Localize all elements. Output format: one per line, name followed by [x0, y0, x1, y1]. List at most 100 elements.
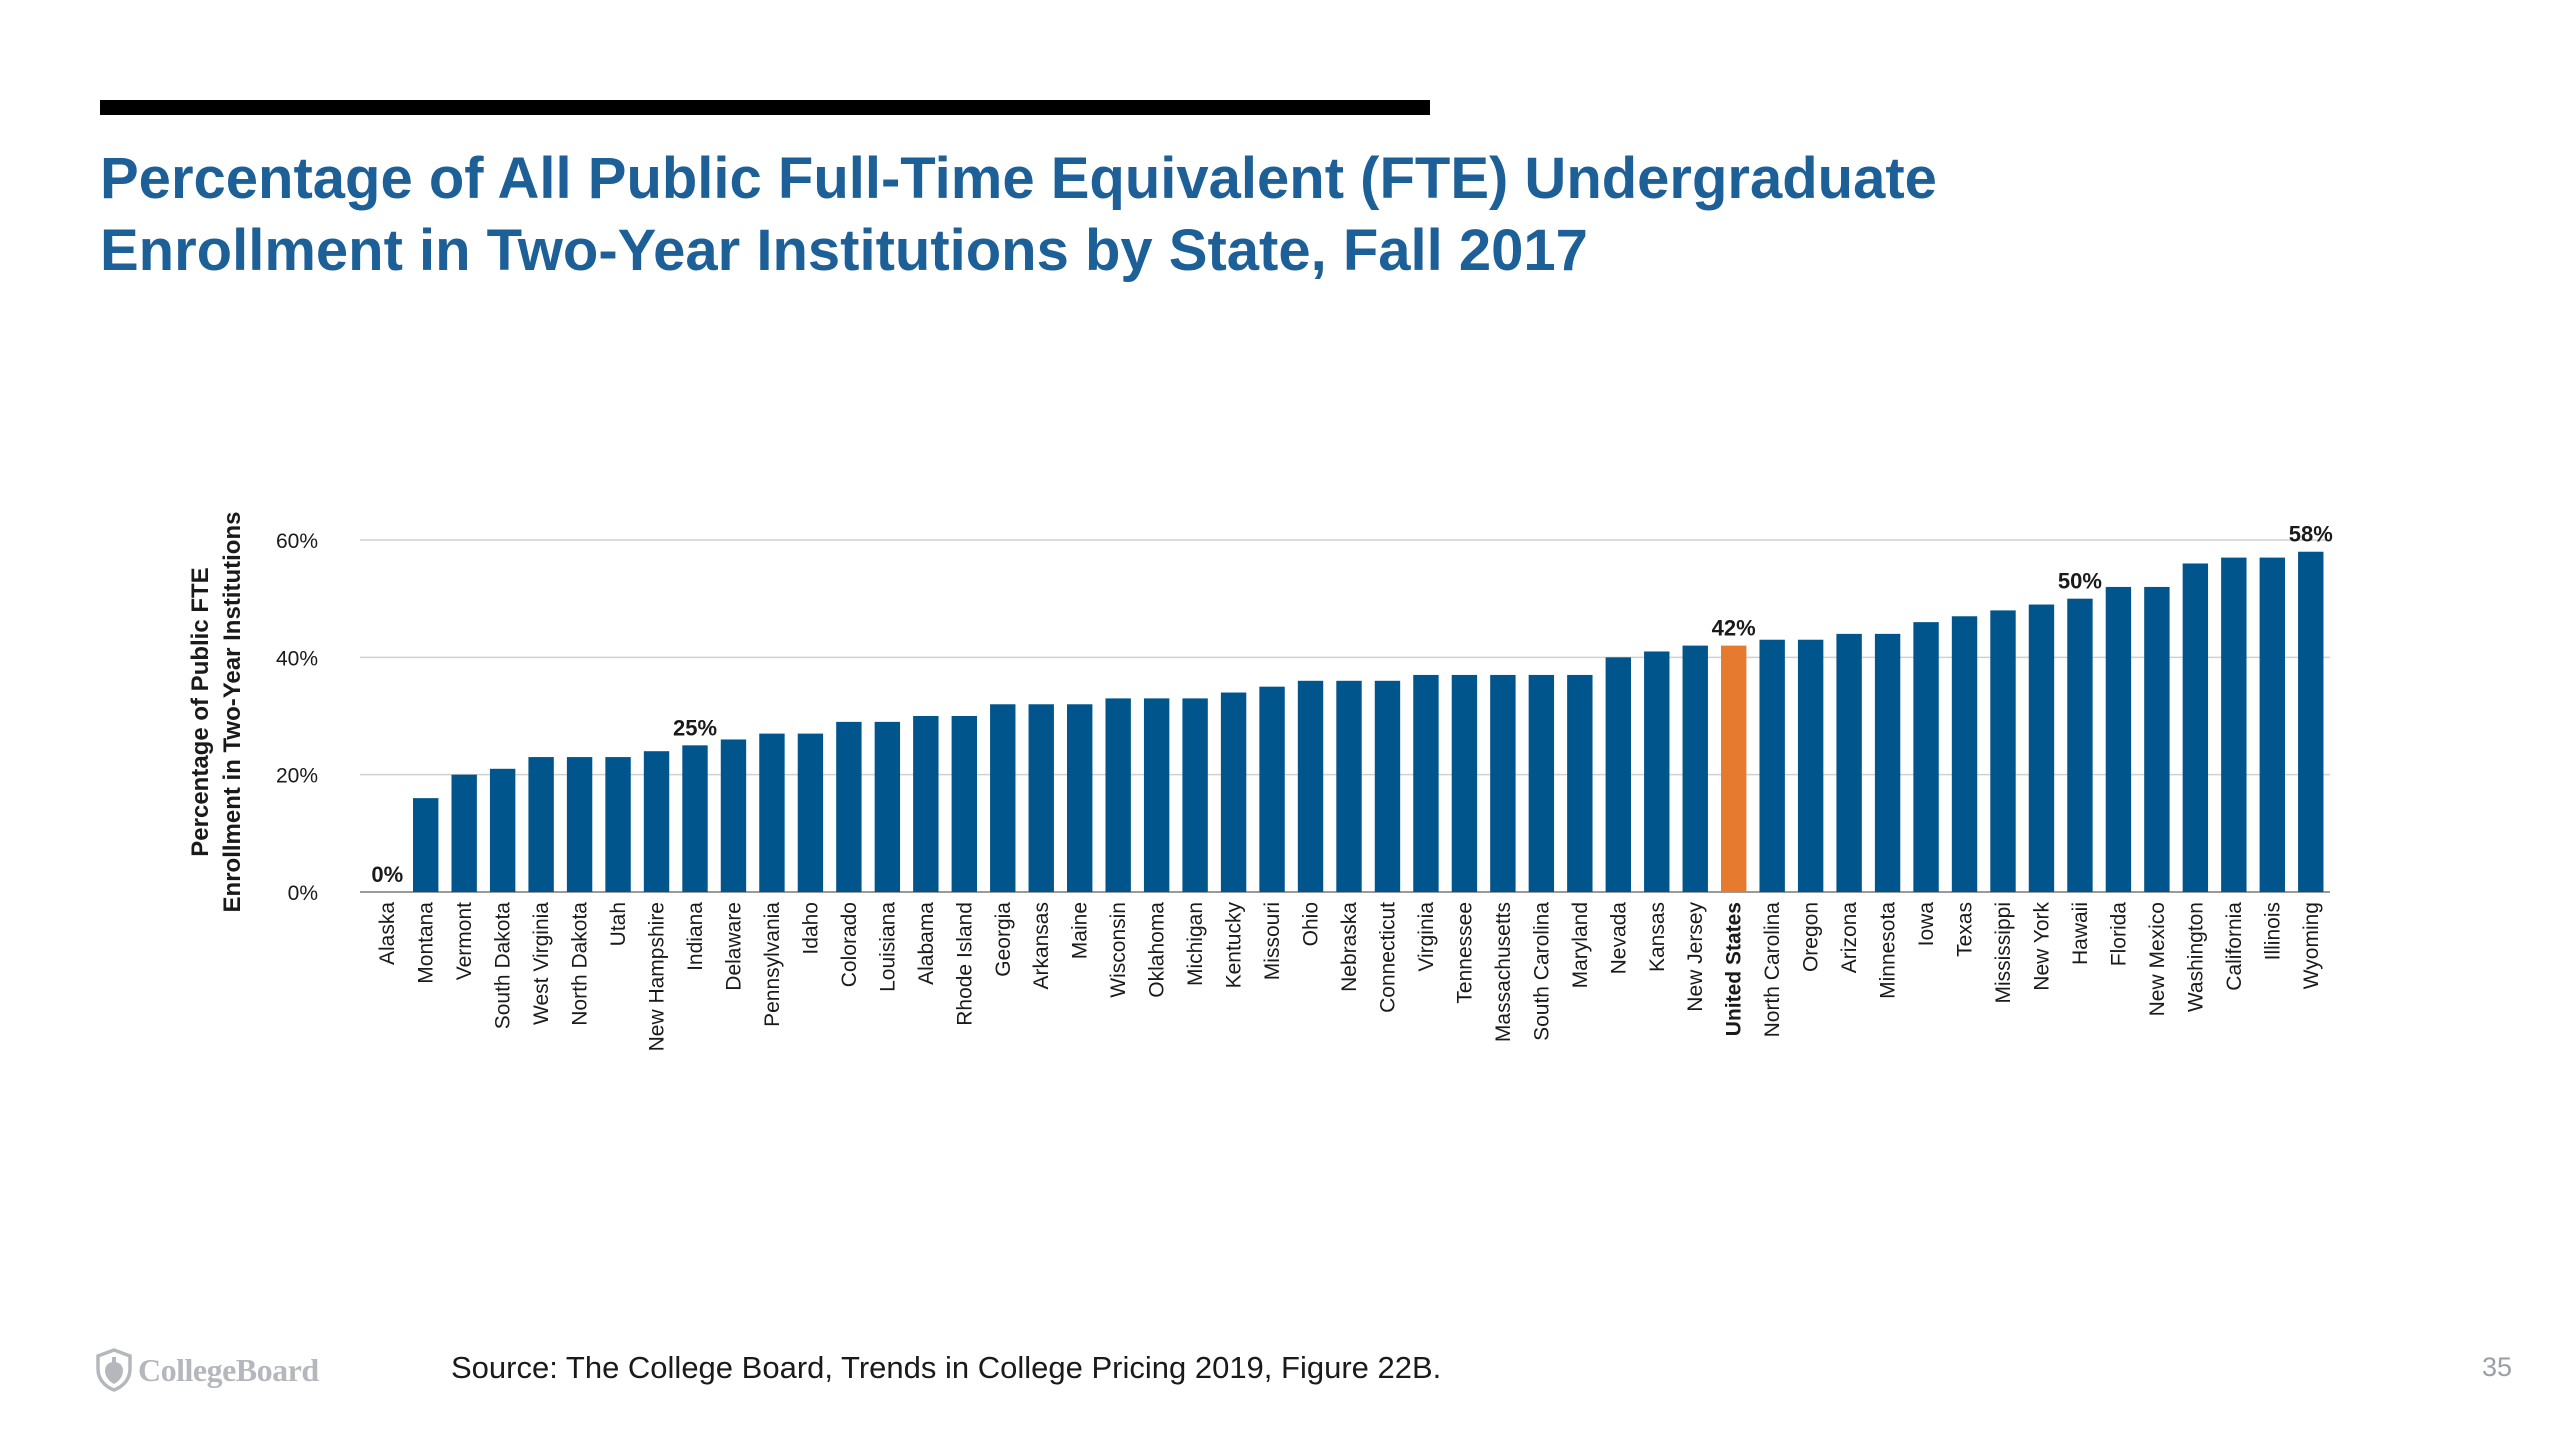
x-tick-label: Wisconsin	[1107, 902, 1130, 998]
x-tick-label: Montana	[415, 902, 438, 984]
bar-iowa	[1913, 622, 1939, 892]
bar-south-dakota	[489, 768, 516, 892]
bar-illinois	[2259, 557, 2285, 892]
bar-florida	[2105, 586, 2132, 892]
x-tick-label: Connecticut	[1376, 902, 1399, 1013]
y-tick-label: 0%	[288, 882, 318, 905]
bar-arkansas	[1028, 704, 1054, 892]
x-tick-label: Hawaii	[2069, 902, 2092, 965]
x-tick-label: Nevada	[1607, 902, 1630, 975]
bar-kentucky	[1220, 692, 1247, 892]
bar-colorado	[836, 721, 862, 892]
bar-washington	[2182, 563, 2209, 892]
bar-minnesota	[1874, 633, 1901, 892]
collegeboard-logo: CollegeBoard	[94, 1345, 319, 1395]
x-tick-label: Iowa	[1915, 902, 1938, 947]
bar-pennsylvania	[759, 733, 785, 892]
x-tick-label: United States	[1723, 902, 1746, 1036]
x-tick-label: Georgia	[992, 902, 1015, 977]
bar-oregon	[1797, 639, 1824, 892]
bar-alabama	[913, 716, 939, 892]
bar-georgia	[990, 704, 1016, 892]
x-tick-label: Nebraska	[1338, 902, 1361, 992]
x-tick-label: Alaska	[376, 902, 399, 965]
y-tick-label: 40%	[276, 647, 318, 670]
bar-virginia	[1413, 674, 1439, 892]
x-tick-label: West Virginia	[530, 902, 553, 1025]
bar-south-carolina	[1528, 674, 1555, 892]
data-label: 58%	[2289, 522, 2333, 547]
bar-maryland	[1567, 674, 1593, 892]
bar-oklahoma	[1143, 698, 1170, 892]
top-rule	[100, 100, 1430, 115]
bar-north-carolina	[1759, 639, 1785, 892]
bar-ohio	[1297, 680, 1324, 892]
x-tick-label: Utah	[607, 902, 630, 946]
bar-connecticut	[1374, 680, 1401, 892]
x-tick-label: Florida	[2107, 902, 2130, 967]
bar-new-york	[2028, 604, 2055, 892]
bar-louisiana	[874, 721, 901, 892]
x-tick-label: Missouri	[1261, 902, 1284, 980]
x-tick-label: Maryland	[1569, 902, 1592, 988]
bar-north-dakota	[566, 757, 593, 892]
y-tick-label: 20%	[276, 765, 318, 788]
x-tick-label: Oklahoma	[1146, 902, 1169, 998]
data-label: 50%	[2058, 569, 2102, 594]
bar-hawaii	[2067, 598, 2093, 892]
x-tick-label: Maine	[1069, 902, 1092, 959]
bar-rhode-island	[951, 716, 977, 892]
x-tick-label: Louisiana	[876, 902, 899, 992]
bar-maine	[1067, 704, 1093, 892]
slide-title: Percentage of All Public Full-Time Equiv…	[100, 143, 2300, 287]
bar-indiana	[682, 745, 708, 892]
source-note: Source: The College Board, Trends in Col…	[451, 1350, 1442, 1385]
data-label: 42%	[1712, 616, 1756, 641]
bar-texas	[1951, 616, 1978, 892]
x-tick-label: Wyoming	[2300, 902, 2323, 989]
bar-new-hampshire	[643, 751, 670, 892]
x-tick-label: Kansas	[1646, 902, 1669, 972]
x-tick-label: Idaho	[799, 902, 822, 955]
bar-nevada	[1605, 657, 1631, 892]
x-tick-label: Ohio	[1300, 902, 1323, 946]
x-tick-label: Minnesota	[1877, 902, 1900, 999]
data-label: 25%	[673, 715, 717, 740]
x-tick-label: Arkansas	[1030, 902, 1053, 990]
x-tick-label: Texas	[1954, 902, 1977, 957]
x-tick-label: New Jersey	[1684, 902, 1707, 1012]
logo-text: CollegeBoard	[138, 1351, 319, 1388]
y-axis-title-line-1: Percentage of Public FTE	[187, 567, 214, 856]
slide-title-line-2: Enrollment in Two-Year Institutions by S…	[100, 218, 1588, 283]
x-tick-label: Arizona	[1838, 902, 1861, 974]
x-tick-label: South Dakota	[492, 902, 515, 1030]
bar-tennessee	[1451, 674, 1478, 892]
y-tick-label: 60%	[276, 530, 318, 553]
bar-west-virginia	[528, 757, 554, 892]
bar-utah	[605, 757, 631, 892]
bar-arizona	[1836, 633, 1862, 892]
acorn-shield-icon	[96, 1348, 132, 1392]
x-tick-label: Rhode Island	[953, 902, 976, 1026]
x-tick-label: New Hampshire	[646, 902, 669, 1051]
page-number: 35	[2481, 1352, 2512, 1382]
y-axis-title-line-2: Enrollment in Two-Year Institutions	[219, 512, 246, 913]
bar-massachusetts	[1490, 674, 1516, 892]
x-tick-label: Pennsylvania	[761, 902, 784, 1027]
bar-wisconsin	[1105, 698, 1131, 892]
x-tick-label: Delaware	[722, 902, 745, 991]
bar-united-states	[1721, 645, 1747, 892]
bar-wyoming	[2298, 551, 2324, 892]
bar-idaho	[797, 733, 824, 892]
x-tick-label: Alabama	[915, 902, 938, 985]
x-tick-label: Oregon	[1800, 902, 1823, 972]
x-tick-label: South Carolina	[1530, 902, 1553, 1041]
bar-nebraska	[1336, 680, 1362, 892]
x-tick-label: Michigan	[1184, 902, 1207, 986]
x-tick-label: Indiana	[684, 902, 707, 971]
x-tick-label: Washington	[2184, 902, 2207, 1012]
slide-title-line-1: Percentage of All Public Full-Time Equiv…	[100, 146, 1937, 211]
x-tick-label: North Dakota	[569, 902, 592, 1026]
bar-california	[2221, 557, 2247, 892]
